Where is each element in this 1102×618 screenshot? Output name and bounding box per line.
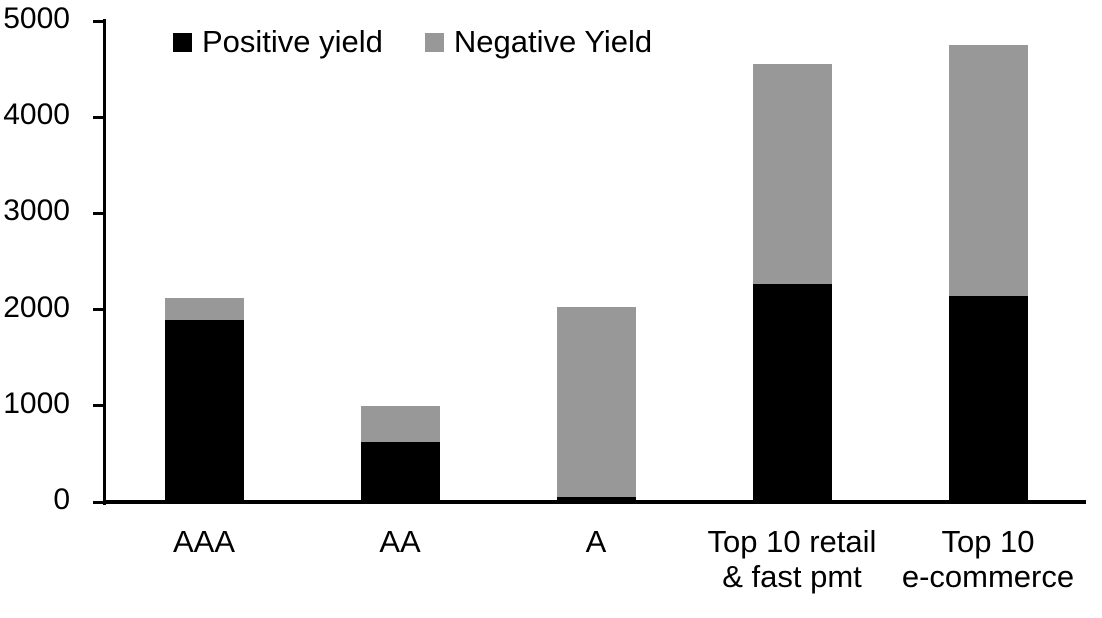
y-axis-tick-label: 3000 xyxy=(3,194,70,228)
bar-positive-aa xyxy=(360,442,440,502)
y-axis-tick xyxy=(93,308,106,312)
x-axis-label-aaa: AAA xyxy=(172,524,236,559)
y-axis-tick-label: 4000 xyxy=(3,98,70,132)
legend-item-positive-yield: Positive yield xyxy=(173,24,383,59)
positive-yield-swatch-icon xyxy=(173,32,192,52)
x-axis-line xyxy=(103,500,1086,504)
bar-positive-a xyxy=(556,497,636,502)
bar-negative-a xyxy=(556,306,636,498)
legend-item-negative-yield: Negative Yield xyxy=(424,24,653,59)
negative-yield-swatch-icon xyxy=(424,32,444,52)
x-axis-label-top-10-retail: Top 10 retail & fast pmt xyxy=(707,524,877,594)
y-axis-tick xyxy=(93,500,106,504)
y-axis-tick xyxy=(93,19,106,23)
y-axis-tick-label: 0 xyxy=(53,483,70,516)
x-axis-label-a: A xyxy=(585,524,607,559)
y-axis-tick xyxy=(93,404,106,408)
y-axis-tick xyxy=(93,115,106,119)
bar-negative-aaa xyxy=(164,298,244,321)
y-axis-line xyxy=(103,19,106,505)
bar-negative-top-10-retail xyxy=(752,64,832,284)
y-axis-tick xyxy=(93,211,106,215)
y-axis-tick-label: 2000 xyxy=(3,290,70,324)
x-axis-label-aa: AA xyxy=(379,524,421,559)
bar-positive-top-10-retail xyxy=(752,283,832,502)
chart-legend: Positive yield Negative Yield xyxy=(173,24,653,59)
legend-label-positive-yield: Positive yield xyxy=(202,24,383,59)
x-axis-label-top-10: Top 10 e-commerce xyxy=(901,524,1075,594)
y-axis-tick-label: 1000 xyxy=(3,386,70,420)
bar-negative-top-10 xyxy=(948,45,1028,297)
y-axis-tick-label: 5000 xyxy=(3,2,70,35)
bar-negative-aa xyxy=(360,405,440,443)
bar-positive-top-10 xyxy=(948,296,1028,502)
legend-label-negative-yield: Negative Yield xyxy=(453,24,653,59)
bar-positive-aaa xyxy=(164,320,244,502)
